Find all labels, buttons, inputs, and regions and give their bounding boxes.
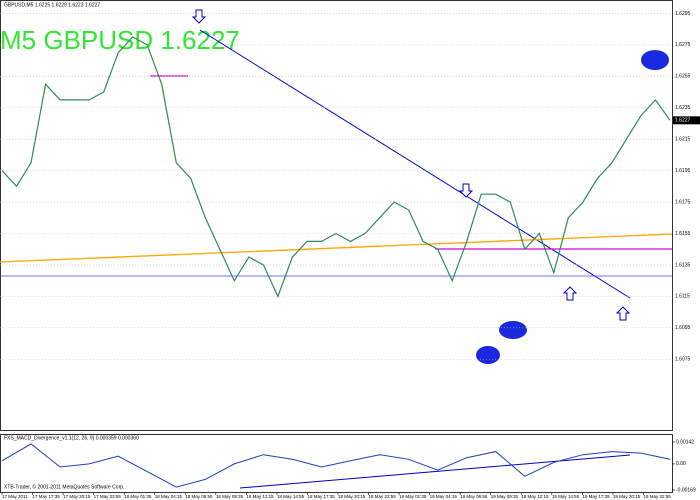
- y-tick-label: 1.6155: [675, 231, 691, 237]
- price-line: [1, 36, 671, 298]
- time-label: 19 May 14:55: [552, 494, 580, 499]
- last-price-box: [673, 116, 700, 125]
- ellipse: [476, 346, 500, 364]
- indicator-tick-label: 0.00142: [676, 439, 694, 445]
- time-label: 19 May 12:15: [521, 494, 549, 499]
- trend-line-orange: [0, 233, 673, 263]
- indicator-tick-label: 0.00: [676, 461, 686, 467]
- indicator-title: FXS_MACD_Divergence_v1.1(12, 26, 9) 0.00…: [4, 435, 139, 441]
- y-tick-label: 1.6095: [675, 325, 691, 331]
- watermark: M5 GBPUSD 1.6227: [0, 25, 240, 55]
- arrow-up: [615, 306, 631, 321]
- arrow-down: [458, 183, 474, 198]
- time-label: 19 May 06:55: [460, 494, 488, 499]
- time-label: 18 May 12:15: [246, 494, 274, 499]
- copyright: XTB-Trader, © 2001-2011 MetaQuotes Softw…: [4, 483, 124, 490]
- divergence-line: [239, 454, 631, 489]
- time-label: 18 May 01:35: [124, 494, 152, 499]
- time-label: 19 May 20:15: [613, 494, 641, 499]
- y-tick-label: 1.6135: [675, 262, 691, 268]
- symbol-header: GBPUSD,M5 1.6225 1.6229 1.6223 1.6227: [4, 2, 100, 8]
- time-label: 19 May 17:35: [582, 494, 610, 499]
- y-tick-label: 1.6195: [675, 168, 691, 174]
- time-label: 17 May 2011: [2, 494, 28, 499]
- arrow-up: [562, 286, 578, 301]
- time-label: 18 May 22:55: [369, 494, 397, 499]
- last-price-label: 1.6227: [675, 118, 691, 124]
- y-tick-label: 1.6075: [675, 357, 691, 363]
- time-label: 18 May 04:15: [155, 494, 183, 499]
- macd-line: [1, 443, 671, 488]
- ellipse: [641, 50, 669, 70]
- time-label: 18 May 17:35: [307, 494, 335, 499]
- indicator-frame: [0, 434, 673, 493]
- y-tick-label: 1.6215: [675, 137, 691, 143]
- time-label: 17 May 22:55: [94, 494, 122, 499]
- time-label: 19 May 04:15: [430, 494, 458, 499]
- ellipse: [499, 321, 527, 339]
- y-tick-label: 1.6275: [675, 42, 691, 48]
- y-tick-label: 1.6115: [675, 294, 690, 300]
- time-label: 19 May 22:55: [643, 494, 671, 499]
- time-label: 18 May 14:55: [277, 494, 305, 499]
- time-label: 17 May 17:35: [33, 494, 61, 499]
- y-tick-label: 1.6255: [675, 74, 691, 80]
- time-label: 18 May 06:55: [185, 494, 213, 499]
- y-tick-label: 1.6235: [675, 105, 691, 111]
- time-label: 17 May 20:15: [63, 494, 91, 499]
- main-frame: [0, 0, 673, 431]
- indicator-tick-label: -0.00169: [676, 487, 696, 493]
- y-tick-label: 1.6175: [675, 199, 691, 205]
- time-label: 19 May 01:35: [399, 494, 427, 499]
- time-label: 18 May 20:15: [338, 494, 366, 499]
- time-label: 19 May 09:35: [491, 494, 519, 499]
- y-tick-label: 1.6295: [675, 11, 691, 17]
- time-label: 18 May 09:35: [216, 494, 244, 499]
